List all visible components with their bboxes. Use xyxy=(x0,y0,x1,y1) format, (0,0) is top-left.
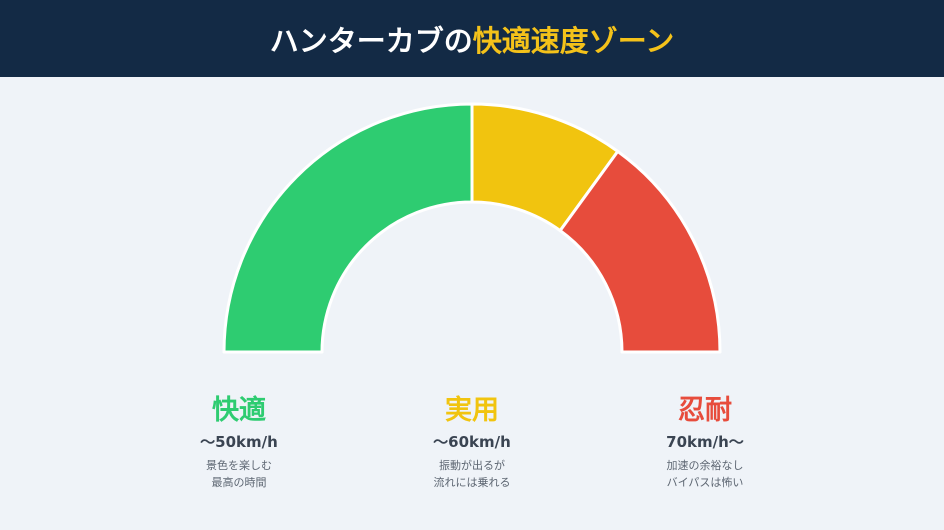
zone-description-line: 加速の余裕なし xyxy=(666,459,744,472)
zone-description-line: 景色を楽しむ xyxy=(206,459,272,472)
zone-speed: 70km/h〜 xyxy=(666,433,744,451)
zone-speed: 〜50km/h xyxy=(200,433,278,451)
zone-description-line: 振動が出るが xyxy=(439,459,505,472)
zone-description: 景色を楽しむ 最高の時間 xyxy=(139,457,339,491)
zone-name: 快適 xyxy=(212,395,266,426)
zone-speed: 〜60km/h xyxy=(433,433,511,451)
zone-description-line: 流れには乗れる xyxy=(433,476,511,489)
gauge-segment xyxy=(222,102,474,354)
header-bar: ハンターカブの快適速度ゾーン xyxy=(0,0,944,77)
zone-endurance: 忍耐 70km/h〜 加速の余裕なし バイパスは怖い xyxy=(605,393,805,491)
speed-gauge-chart xyxy=(222,102,722,354)
zone-practical: 実用 〜60km/h 振動が出るが 流れには乗れる xyxy=(372,393,572,491)
zone-name: 忍耐 xyxy=(678,395,732,426)
zone-description-line: バイパスは怖い xyxy=(666,476,744,489)
title-main: ハンターカブの xyxy=(269,23,473,58)
zone-name: 実用 xyxy=(445,395,499,426)
zone-comfort: 快適 〜50km/h 景色を楽しむ 最高の時間 xyxy=(139,393,339,491)
zone-legend: 快適 〜50km/h 景色を楽しむ 最高の時間 実用 〜60km/h 振動が出る… xyxy=(0,393,944,503)
zone-description-line: 最高の時間 xyxy=(211,476,267,489)
title-accent: 快適速度ゾーン xyxy=(472,23,675,58)
zone-description: 振動が出るが 流れには乗れる xyxy=(372,457,572,491)
gauge-segment xyxy=(558,149,722,354)
zone-description: 加速の余裕なし バイパスは怖い xyxy=(605,457,805,491)
page-title: ハンターカブの快適速度ゾーン xyxy=(270,18,675,60)
